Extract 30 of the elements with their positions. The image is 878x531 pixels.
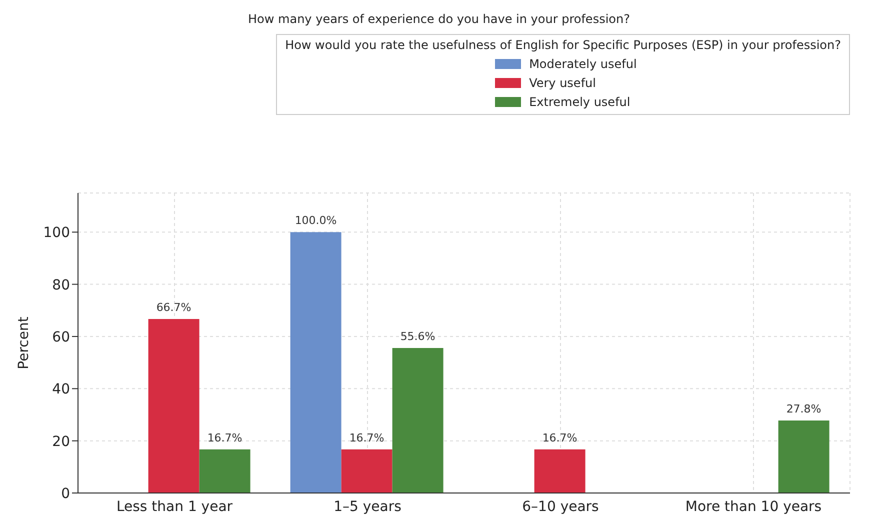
y-tick-label: 100: [43, 225, 70, 242]
legend-title: How would you rate the usefulness of English for Specific Purposes (ESP) in your profession?: [285, 38, 841, 52]
data-label: 100.0%: [294, 214, 337, 228]
x-tick-label: 1–5 years: [334, 498, 402, 515]
y-tick-label: 60: [52, 329, 70, 346]
bar: [392, 348, 444, 493]
x-tick-label: Less than 1 year: [116, 498, 233, 515]
legend-label: Extremely useful: [529, 94, 630, 108]
data-label: 16.7%: [349, 431, 384, 444]
y-tick-label: 20: [52, 434, 70, 450]
data-label: 66.7%: [156, 301, 192, 314]
data-label: 16.7%: [542, 431, 578, 444]
data-label: 55.6%: [400, 330, 436, 343]
y-tick-label: 80: [52, 277, 70, 294]
bar: [290, 232, 342, 493]
legend-label: Very useful: [529, 76, 596, 90]
y-tick-label: 0: [61, 486, 70, 502]
bar: [778, 420, 830, 493]
bar: [534, 449, 586, 493]
bar: [148, 319, 200, 493]
bar: [341, 449, 392, 493]
y-tick-label: 40: [52, 382, 70, 398]
x-tick-label: More than 10 years: [685, 498, 822, 515]
legend-label: Moderately useful: [529, 56, 637, 70]
data-label: 16.7%: [207, 431, 242, 444]
x-tick-label: 6–10 years: [522, 498, 599, 515]
chart-title: How many years of experience do you have in your profession?: [247, 11, 631, 28]
y-axis-title: Percent: [16, 316, 32, 370]
bar: [199, 449, 250, 493]
data-label: 27.8%: [786, 402, 822, 416]
